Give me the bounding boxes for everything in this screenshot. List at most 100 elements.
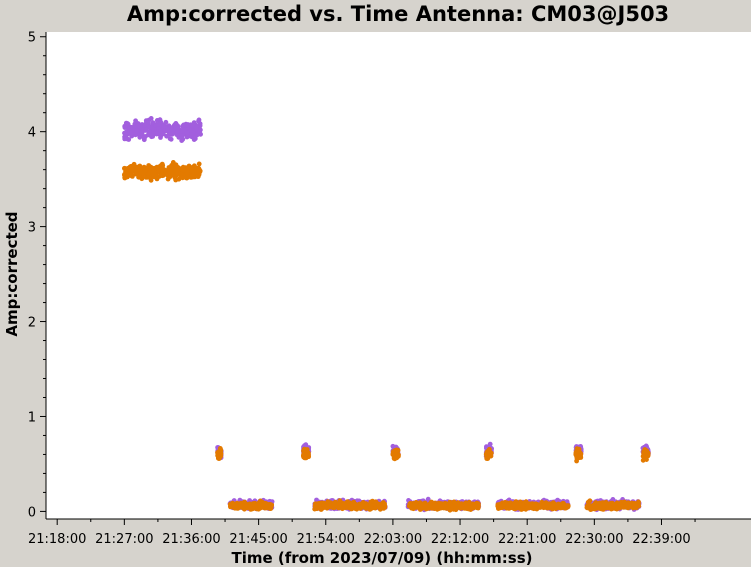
data-point-orange — [188, 175, 194, 180]
data-point-purple — [150, 120, 156, 125]
data-point-orange — [471, 503, 477, 509]
data-point-purple — [126, 137, 132, 142]
data-point-purple — [143, 127, 149, 133]
data-point-orange — [633, 502, 639, 508]
data-point-purple — [141, 135, 147, 141]
data-point-purple — [165, 127, 171, 133]
data-point-orange — [574, 446, 580, 452]
data-point-purple — [142, 122, 148, 128]
y-tick-label: 3 — [28, 221, 36, 236]
data-point-orange — [349, 506, 355, 512]
data-point-orange — [232, 504, 238, 510]
data-point-orange — [531, 503, 536, 509]
data-point-purple — [192, 136, 198, 142]
data-point-orange — [319, 506, 324, 512]
data-point-orange — [644, 453, 650, 459]
data-point-purple — [425, 496, 431, 502]
data-point-orange — [150, 170, 155, 176]
x-tick-label: 22:30:00 — [565, 532, 623, 547]
data-point-orange — [248, 505, 253, 511]
data-point-purple — [135, 123, 141, 128]
data-point-orange — [484, 456, 490, 461]
x-tick-label: 21:45:00 — [229, 532, 287, 547]
data-point-orange — [363, 504, 369, 510]
x-tick-label: 21:36:00 — [162, 532, 220, 547]
data-point-orange — [262, 501, 268, 507]
data-point-orange — [601, 506, 606, 511]
data-point-orange — [326, 501, 332, 506]
data-point-orange — [519, 502, 525, 508]
y-tick-label: 5 — [28, 31, 36, 46]
data-point-orange — [184, 171, 190, 177]
data-point-orange — [414, 504, 420, 510]
data-point-purple — [125, 121, 131, 127]
data-point-orange — [139, 176, 145, 182]
data-point-orange — [577, 449, 582, 455]
data-point-orange — [373, 505, 378, 511]
data-point-orange — [441, 502, 447, 508]
data-point-orange — [158, 163, 163, 169]
data-point-orange — [301, 453, 306, 459]
data-point-orange — [196, 161, 202, 167]
data-point-orange — [484, 449, 490, 455]
x-tick-label: 22:21:00 — [498, 532, 556, 547]
data-point-orange — [173, 177, 179, 183]
data-point-orange — [369, 505, 375, 511]
data-point-orange — [562, 504, 567, 510]
data-point-orange — [603, 501, 609, 507]
data-point-orange — [314, 502, 320, 508]
data-point-orange — [141, 167, 147, 173]
data-point-orange — [196, 165, 202, 171]
data-point-orange — [178, 171, 183, 176]
data-point-orange — [126, 169, 132, 175]
data-point-orange — [525, 505, 531, 511]
x-tick-label: 22:12:00 — [431, 532, 489, 547]
x-tick-label: 21:18:00 — [28, 532, 86, 547]
data-point-orange — [215, 453, 221, 459]
data-point-orange — [169, 167, 175, 173]
data-point-orange — [165, 172, 171, 178]
data-point-orange — [186, 163, 192, 169]
data-point-orange — [336, 504, 342, 510]
data-point-purple — [158, 128, 163, 134]
data-point-orange — [497, 504, 503, 509]
data-point-orange — [463, 502, 469, 507]
data-point-orange — [382, 504, 388, 510]
data-point-orange — [429, 500, 434, 505]
data-point-orange — [407, 501, 413, 507]
data-point-orange — [425, 503, 430, 509]
data-point-orange — [556, 501, 561, 507]
data-point-orange — [266, 503, 272, 509]
data-point-purple — [157, 121, 162, 127]
data-point-orange — [157, 173, 163, 179]
data-point-orange — [619, 504, 625, 510]
data-point-orange — [130, 167, 136, 173]
data-point-orange — [249, 501, 255, 507]
data-point-orange — [337, 498, 343, 504]
data-point-purple — [147, 124, 153, 130]
data-point-orange — [122, 165, 127, 171]
x-axis-label: Time (from 2023/07/09) (hh:mm:ss) — [231, 549, 532, 567]
data-point-purple — [127, 131, 133, 136]
data-point-purple — [185, 122, 191, 127]
data-point-orange — [585, 504, 591, 510]
data-point-orange — [370, 498, 375, 504]
data-point-orange — [539, 503, 545, 509]
data-point-orange — [606, 504, 612, 510]
y-tick-label: 1 — [28, 410, 36, 425]
data-point-orange — [352, 506, 358, 511]
y-tick-label: 0 — [28, 505, 36, 520]
data-point-purple — [179, 138, 185, 144]
y-tick-label: 2 — [28, 316, 36, 331]
data-point-orange — [628, 504, 634, 509]
x-tick-label: 21:27:00 — [95, 532, 153, 547]
data-point-orange — [587, 498, 593, 504]
data-point-orange — [595, 503, 601, 509]
data-point-orange — [165, 176, 171, 182]
data-point-orange — [125, 174, 130, 180]
data-point-orange — [506, 502, 512, 508]
data-point-purple — [196, 118, 202, 124]
data-point-orange — [195, 174, 201, 179]
